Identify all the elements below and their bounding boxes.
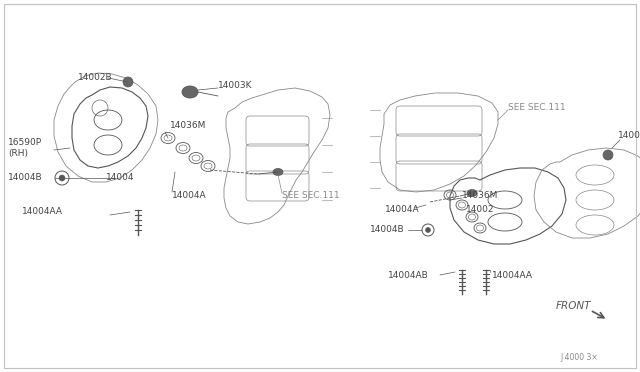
Text: 14004AA: 14004AA: [22, 208, 63, 217]
Ellipse shape: [182, 86, 198, 98]
Text: 16590P
(RH): 16590P (RH): [8, 138, 42, 158]
Text: FRONT: FRONT: [556, 301, 591, 311]
Text: 14004AA: 14004AA: [492, 270, 533, 279]
Text: SEE SEC.111: SEE SEC.111: [508, 103, 566, 112]
Text: 14003K: 14003K: [218, 80, 253, 90]
Text: 14002: 14002: [466, 205, 495, 215]
Circle shape: [603, 150, 613, 160]
Text: 14004B: 14004B: [370, 225, 404, 234]
Text: 14004A: 14004A: [172, 190, 207, 199]
Text: 14002B: 14002B: [618, 131, 640, 140]
Text: 14004A: 14004A: [385, 205, 420, 215]
Circle shape: [123, 77, 133, 87]
Ellipse shape: [467, 189, 477, 196]
Circle shape: [59, 175, 65, 181]
Ellipse shape: [273, 169, 283, 176]
Circle shape: [426, 228, 431, 232]
Text: 14002B: 14002B: [78, 74, 113, 83]
Text: 14036M: 14036M: [170, 121, 206, 129]
Text: J 4000 3×: J 4000 3×: [560, 353, 598, 362]
Text: 14004B: 14004B: [8, 173, 43, 183]
Text: 14004AB: 14004AB: [388, 270, 429, 279]
Text: SEE SEC.111: SEE SEC.111: [282, 192, 340, 201]
Text: 14036M: 14036M: [462, 190, 499, 199]
Text: 14004: 14004: [106, 173, 134, 183]
